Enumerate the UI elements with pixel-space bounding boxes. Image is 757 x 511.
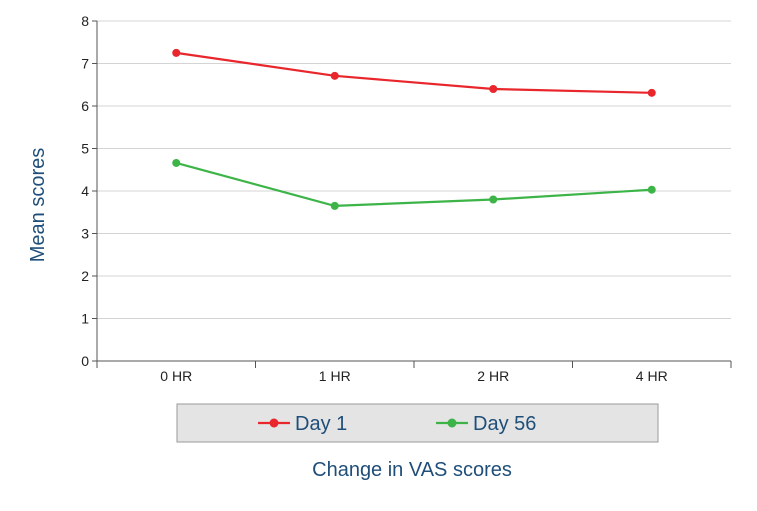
data-point	[489, 195, 498, 204]
legend-label: Day 56	[473, 413, 536, 435]
data-point	[172, 48, 181, 57]
y-axis-ticks: 0 1 2 3 4 5 6 7 8	[81, 13, 97, 369]
x-axis-ticks: 0 HR 1 HR 2 HR 4 HR	[96, 361, 732, 384]
gridlines	[97, 20, 731, 319]
data-point	[647, 185, 656, 194]
x-tick-label: 1 HR	[319, 368, 351, 384]
legend-marker	[447, 418, 457, 428]
x-tick-label: 2 HR	[477, 368, 509, 384]
series-line	[176, 51, 652, 94]
series-group	[172, 48, 656, 210]
y-tick-label: 7	[81, 56, 89, 72]
y-tick-label: 2	[81, 268, 89, 284]
series-day-56	[172, 158, 656, 210]
data-point	[489, 85, 498, 93]
y-tick-label: 4	[81, 183, 89, 199]
data-point	[172, 158, 181, 167]
legend-item: Day 56	[436, 413, 536, 435]
series-line	[175, 161, 652, 207]
y-tick-label: 1	[81, 311, 89, 327]
series-day-1	[172, 48, 656, 97]
legend-item: Day 1	[258, 413, 347, 435]
x-tick-label: 0 HR	[160, 368, 192, 384]
y-tick-label: 6	[81, 98, 89, 114]
data-point	[647, 88, 656, 97]
legend-label: Day 1	[295, 413, 347, 435]
legend-marker	[269, 418, 279, 428]
data-point	[330, 201, 339, 210]
x-tick-label: 4 HR	[636, 368, 668, 384]
legend: Day 1 Day 56	[176, 403, 659, 443]
x-axis-title: Change in VAS scores	[312, 459, 512, 481]
y-tick-label: 8	[81, 13, 89, 29]
y-tick-label: 3	[81, 226, 89, 242]
y-tick-label: 5	[81, 141, 89, 157]
y-tick-label: 0	[81, 353, 89, 369]
y-axis-title: Mean scores	[27, 148, 49, 263]
legend-box	[176, 403, 659, 443]
data-point	[330, 71, 339, 80]
